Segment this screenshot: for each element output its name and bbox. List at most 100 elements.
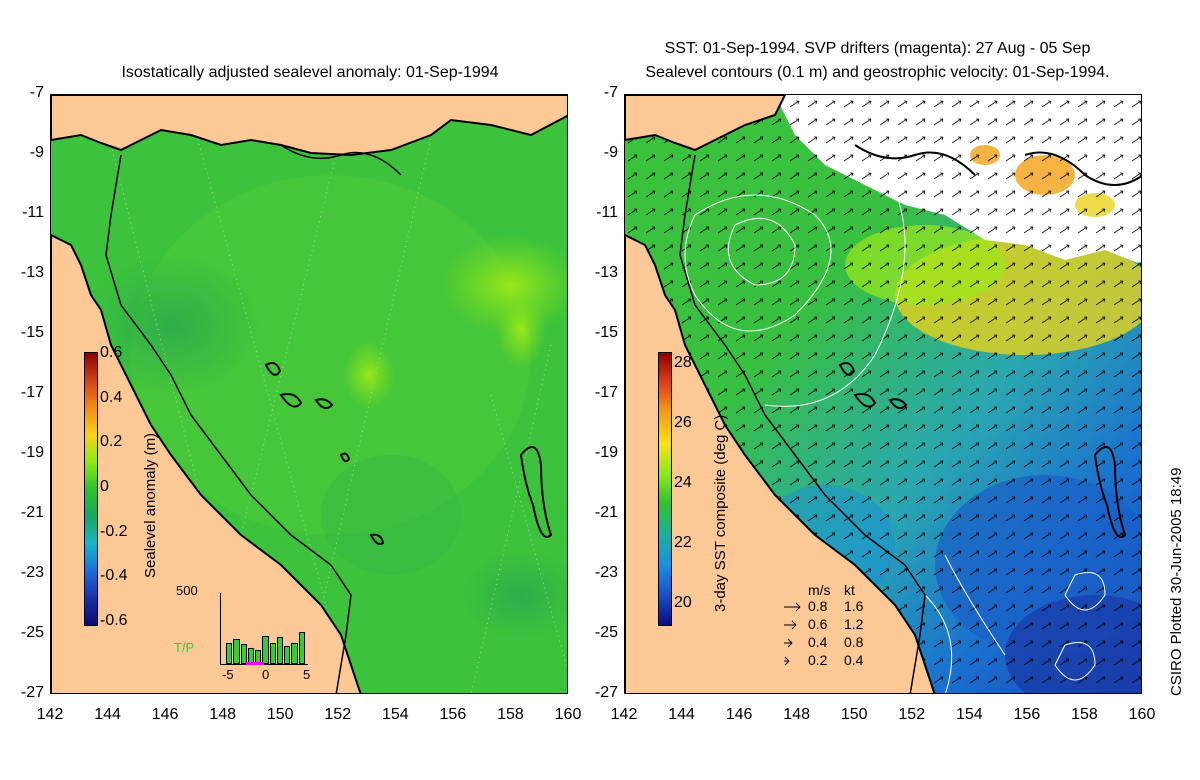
right-colorbar — [658, 352, 672, 626]
right-title-line1: SST: 01-Sep-1994. SVP drifters (magenta)… — [664, 40, 1091, 57]
left-colorbar-tick: -0.4 — [100, 567, 128, 585]
legend-arrow-icon — [782, 600, 802, 617]
x-tick-label: 150 — [840, 706, 868, 723]
y-tick-label: -7 — [29, 84, 44, 101]
inset-bar — [276, 637, 284, 664]
left-colorbar-tick: 0 — [100, 478, 109, 495]
right-colorbar-tick: 24 — [674, 474, 692, 491]
sst-map-svg — [625, 95, 1141, 693]
left-colorbar-tick: 0.4 — [100, 388, 123, 406]
australia-mainland — [51, 233, 362, 693]
legend-kt-value: 1.6 — [844, 598, 864, 614]
inset-xtick-0: 0 — [262, 667, 270, 682]
y-tick-label: -17 — [594, 384, 618, 401]
legend-ms-value: 0.2 — [808, 652, 828, 668]
australia-mainland — [625, 233, 936, 693]
y-tick-label: -15 — [20, 324, 44, 341]
y-tick-label: -13 — [594, 264, 618, 281]
shelf-contour — [679, 154, 926, 693]
y-tick-label: -11 — [22, 204, 44, 221]
y-tick-label: -21 — [20, 504, 44, 521]
right-colorbar-tick: 20 — [674, 594, 692, 611]
x-tick-label: 142 — [36, 706, 64, 723]
legend-header-kt: kt — [844, 582, 855, 598]
inset-x-axis — [220, 664, 308, 665]
sst-map — [624, 94, 1142, 694]
right-colorbar-tick: 22 — [674, 534, 692, 551]
right-colorbar-tick: 26 — [674, 414, 692, 431]
inset-ymax-label: 500 — [176, 583, 198, 598]
right-colorbar-label: 3-day SST composite (deg C) — [712, 414, 729, 612]
legend-ms-value: 0.4 — [808, 634, 828, 650]
legend-kt-value: 0.8 — [844, 634, 864, 650]
x-tick-label: 148 — [209, 706, 236, 723]
right-title-line2: Sealevel contours (0.1 m) and geostrophi… — [645, 64, 1110, 81]
inset-xtick-5: 5 — [303, 667, 311, 682]
inset-y-axis — [220, 593, 221, 665]
legend-arrow-icon — [782, 636, 802, 653]
inset-bar — [298, 632, 305, 664]
tp-inset — [216, 589, 308, 665]
y-tick-label: -13 — [20, 264, 44, 281]
velocity-legend: m/s kt 0.8 1.6 0.6 1.2 0.4 0.8 0.2 0.4 — [780, 582, 890, 672]
x-tick-label: 150 — [266, 706, 294, 723]
inset-bar — [269, 642, 276, 664]
y-tick-label: -27 — [20, 684, 44, 701]
inset-bar — [240, 644, 247, 664]
left-colorbar-tick: -0.2 — [100, 522, 128, 540]
left-colorbar-tick: 0.6 — [100, 344, 123, 361]
legend-kt-value: 0.4 — [844, 652, 864, 668]
reef-islands — [264, 362, 553, 545]
legend-kt-value: 1.2 — [844, 616, 864, 632]
inset-label-tp: T/P — [174, 640, 195, 655]
inset-bars — [226, 593, 306, 664]
y-tick-label: -19 — [20, 444, 44, 461]
x-tick-label: 156 — [439, 706, 467, 723]
y-tick-label: -15 — [594, 324, 618, 341]
y-tick-label: -19 — [594, 444, 618, 461]
reef-islands — [838, 144, 1141, 538]
y-tick-label: -9 — [29, 144, 44, 161]
new-guinea-land — [625, 95, 787, 152]
legend-ms-value: 0.8 — [808, 598, 828, 614]
inset-xtick-neg5: -5 — [222, 667, 234, 682]
legend-arrow-icon — [782, 618, 802, 635]
x-tick-label: 156 — [1013, 706, 1041, 723]
left-colorbar-tick: -0.6 — [100, 612, 128, 629]
x-tick-label: 144 — [94, 706, 121, 723]
inset-bar — [226, 642, 233, 664]
left-colorbar — [84, 352, 98, 626]
y-tick-label: -17 — [20, 384, 44, 401]
x-tick-label: 146 — [725, 706, 753, 723]
plot-credit: CSIRO Plotted 30-Jun-2005 18:49 — [1168, 467, 1185, 696]
right-colorbar-ticks: 28 26 24 22 20 — [674, 344, 714, 634]
x-tick-label: 160 — [554, 706, 582, 723]
x-tick-label: 142 — [610, 706, 638, 723]
y-tick-label: -9 — [603, 144, 618, 161]
left-colorbar-tick: 0.2 — [100, 433, 123, 451]
x-tick-label: 158 — [1071, 706, 1098, 723]
x-tick-label: 154 — [955, 706, 983, 723]
x-tick-label: 152 — [898, 706, 926, 723]
y-tick-label: -7 — [603, 84, 618, 101]
left-colorbar-ticks: 0.6 0.4 0.2 0 -0.2 -0.4 -0.6 — [100, 344, 140, 634]
inset-bar — [284, 646, 291, 664]
left-colorbar-label: Sealevel anomaly (m) — [142, 432, 159, 578]
y-tick-label: -11 — [596, 204, 618, 221]
x-tick-label: 160 — [1128, 706, 1156, 723]
inset-bar — [291, 642, 298, 664]
sealevel-contours — [684, 154, 1106, 693]
x-tick-label: 146 — [151, 706, 179, 723]
sealevel-map-svg — [51, 95, 567, 693]
left-title: Isostatically adjusted sealevel anomaly:… — [121, 64, 499, 81]
y-tick-label: -25 — [594, 624, 618, 641]
sealevel-anomaly-map — [50, 94, 568, 694]
y-tick-label: -23 — [20, 564, 44, 581]
shelf-contour — [105, 154, 352, 693]
legend-header-ms: m/s — [808, 582, 831, 598]
x-tick-label: 154 — [381, 706, 409, 723]
inset-drifter-marker — [246, 662, 264, 665]
inset-bar — [233, 639, 240, 664]
x-tick-label: 152 — [324, 706, 352, 723]
right-colorbar-tick: 28 — [674, 354, 692, 371]
